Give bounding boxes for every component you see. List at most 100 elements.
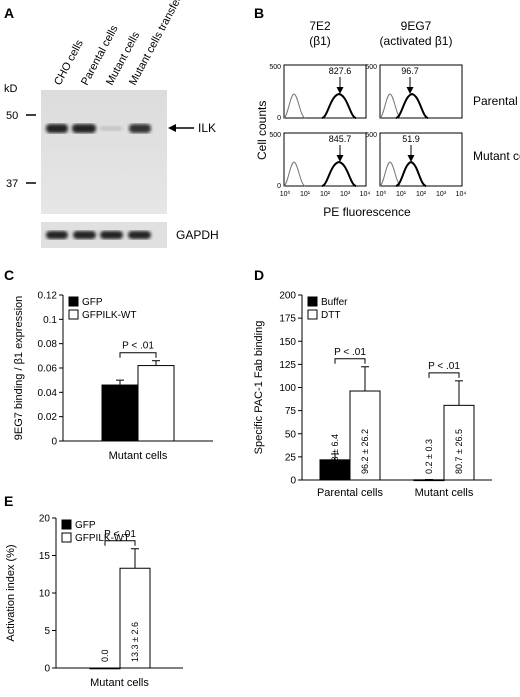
marker-50: 50 [6,110,18,122]
lane-label-mutant-ilk-text: Mutant cells transfected with ILK cDNA [127,0,227,87]
panel-a-label: A [4,5,14,21]
ytick-500: 500 [269,132,281,139]
y-tick-label: 150 [279,337,296,348]
y-tick-label: 175 [279,314,296,325]
gapdh-label: GAPDH [176,228,219,242]
peak-arrowhead [406,87,414,94]
xtick-4: 10⁴ [360,191,371,198]
chart-e: 0 5 10 15 20 Activation index (%) GFP GFPILK-WT… [5,514,183,689]
significance-label: P < .01 [104,529,136,540]
ytick-500: 500 [269,64,281,71]
peak-value: 96.7 [401,66,419,76]
hist-parental-7e2: 827.6 500 0 [269,64,367,122]
ytick-500: 500 [365,132,377,139]
y-tick-label: 0 [44,664,50,675]
y-tick-label: 25 [285,452,297,463]
category-label: Mutant cells [415,487,474,499]
hist-frame [283,132,367,187]
ytick-500: 500 [365,64,377,71]
bar-value-label: 13.3 ± 2.6 [130,622,140,662]
chart-c: 0 0.02 0.04 0.06 0.08 0.1 0.12 9EG7 binding / β… [13,291,213,462]
panel-d-label: D [254,267,264,283]
xtick-0: 10⁰ [376,190,387,198]
y-tick-label: 20 [39,514,51,525]
legend-label: GFP [82,297,103,308]
peak-value: 845.7 [329,134,352,144]
legend-label: GFPILK-WT [82,310,136,321]
specific-curve [321,160,357,187]
specific-curve [321,92,357,119]
b-ylabel: Cell counts [255,101,269,160]
peak-arrowhead [407,155,415,162]
isotype-curve [379,93,402,119]
legend-swatch [307,309,318,320]
bar [89,667,121,670]
lane-label-mutant-ilk: Mutant cells transfected with ILK cDNA [127,0,227,87]
bar-value-label: 96.2 ± 26.2 [360,429,370,474]
peak-value: 827.6 [329,66,352,76]
significance-label: P < .01 [428,361,460,372]
isotype-curve [379,161,402,187]
bar [101,384,139,442]
specific-curve [395,92,429,119]
significance-bracket [119,352,157,358]
col2-title: 9EG7 [401,19,432,33]
y-tick-label: 10 [39,589,51,600]
panel-b-label: B [254,5,264,21]
y-tick-label: 0 [51,437,57,448]
hist-mutant-7e2: 845.7 500 0 10⁰ 10¹ 10² 10³ 10⁴ [269,132,370,198]
b-xlabel: PE fluorescence [323,205,411,219]
panel-b: B 7E2 (β1) 9EG7 (activated β1) Parental … [254,5,520,219]
y-tick-label: 0.02 [38,412,58,423]
y-tick-label: 75 [285,406,297,417]
peak-arrowhead [336,87,344,94]
xtick-1: 10¹ [300,191,311,198]
y-tick-label: 200 [279,291,296,302]
row2-label-line1: Mutant cells [473,149,520,163]
y-tick-label: 0 [290,476,296,487]
y-tick-label: 0.06 [38,364,58,375]
y-axis-label: Activation index (%) [5,544,17,641]
panel-c-label: C [4,267,14,283]
xtick-1: 10¹ [396,191,407,198]
y-tick-label: 125 [279,360,296,371]
xtick-2: 10² [320,191,331,198]
hist-frame [283,64,367,119]
marker-37: 37 [6,178,18,190]
col1-subtitle: (β1) [309,34,331,48]
row1-label-line1: Parental cells [473,94,520,108]
panel-e-label: E [4,493,13,509]
significance-label: P < .01 [334,347,366,358]
xtick-4: 10⁴ [456,191,467,198]
ytick-0: 0 [277,183,281,190]
xtick-3: 10³ [340,191,351,198]
bar-value-label: 21.8 ± 6.4 [330,434,340,474]
panel-a: A CHO cells Parental cells Mutant cells … [4,0,227,248]
ytick-0: 0 [277,115,281,122]
legend-label: Buffer [321,297,348,308]
legend-swatch [307,296,318,307]
y-tick-label: 15 [39,551,51,562]
y-axis-label: 9EG7 binding / β1 expression [13,296,25,441]
x-axis-label: Mutant cells [90,677,149,689]
peak-value: 51.9 [402,134,420,144]
hist-mutant-9eg7: 51.9 500 10⁰ 10¹ 10² 10³ 10⁴ [365,132,466,198]
bar [443,404,475,481]
legend-swatch [68,296,79,307]
y-tick-label: 0.08 [38,339,58,350]
y-axis-label: Specific PAC-1 Fab binding [253,321,265,455]
y-tick-label: 0.12 [38,291,58,302]
y-tick-label: 0.1 [43,315,57,326]
ilk-label: ILK [198,121,216,135]
y-tick-label: 0.04 [38,388,58,399]
xtick-0: 10⁰ [280,190,291,198]
legend-label: GFPILK-WT [75,533,129,544]
gapdh-band-3 [100,231,123,239]
bar-value-label: 0.0 [100,649,110,662]
isotype-curve [283,161,306,187]
peak-arrowhead [336,155,344,162]
x-axis-label: Mutant cells [109,450,168,462]
gapdh-band-2 [73,231,96,239]
legend-label: GFP [75,520,96,531]
significance-bracket [104,540,136,546]
